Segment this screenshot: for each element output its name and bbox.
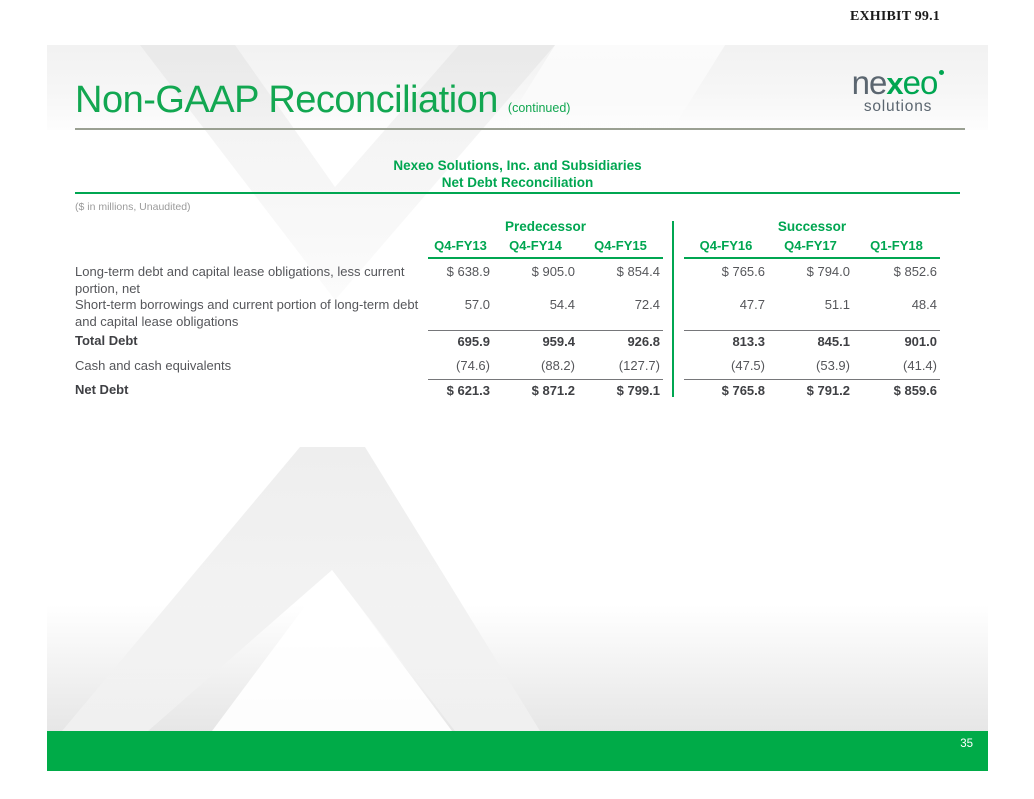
cell-value: 959.4: [493, 330, 578, 354]
predecessor-successor-divider: [672, 221, 674, 397]
page-title: Non-GAAP Reconciliation: [75, 79, 498, 121]
row-label: Net Debt: [75, 382, 129, 397]
group-header-predecessor: Predecessor: [504, 219, 587, 234]
net-debt-table: Predecessor Successor Q4-FY13 Q4-FY14 Q4…: [75, 219, 940, 400]
cell-value: $ 852.6: [893, 264, 937, 279]
page-number: 35: [960, 738, 973, 750]
header-band: [47, 45, 988, 155]
cell-value: (88.2): [541, 357, 575, 373]
cell-value: 48.4: [911, 297, 937, 312]
cell-value: $ 765.6: [721, 264, 765, 279]
units-note: ($ in millions, Unaudited): [75, 201, 191, 213]
logo-text-eo: eo: [902, 64, 939, 101]
column-header: Q4-FY16: [684, 238, 768, 259]
cell-value: 845.1: [768, 330, 853, 354]
cell-value: $ 621.3: [428, 379, 493, 400]
nexeo-logo: nexeo solutions: [832, 66, 964, 116]
cell-value: 813.3: [684, 330, 768, 354]
slide: Non-GAAP Reconciliation (continued) nexeo…: [47, 45, 988, 772]
row-label: Cash and cash equivalents: [75, 357, 232, 373]
cell-value: 926.8: [578, 330, 663, 354]
cell-value: 54.4: [549, 297, 575, 312]
page-title-suffix: (continued): [507, 101, 571, 115]
column-header: Q1-FY18: [853, 238, 940, 259]
logo-text-ne: ne: [851, 64, 888, 101]
table-grid: Predecessor Successor Q4-FY13 Q4-FY14 Q4…: [75, 219, 940, 400]
cell-value: 51.1: [824, 297, 850, 312]
row-label: Long-term debt and capital lease obligat…: [75, 264, 405, 296]
cell-value: $ 799.1: [578, 379, 663, 400]
footer-bar: 35: [47, 731, 988, 771]
exhibit-label: EXHIBIT 99.1: [849, 9, 940, 24]
cell-value: $ 638.9: [446, 264, 490, 279]
column-header: Q4-FY17: [768, 238, 853, 259]
cell-value: 57.0: [464, 297, 490, 312]
logo-x-icon: x: [886, 66, 903, 101]
column-header: Q4-FY14: [493, 238, 578, 259]
group-header-successor: Successor: [777, 219, 847, 234]
title-divider: [75, 128, 965, 130]
logo-subtext: solutions: [863, 98, 933, 115]
spacer-cell: [75, 219, 428, 238]
column-header: Q4-FY13: [428, 238, 493, 259]
table-heading-line1: Nexeo Solutions, Inc. and Subsidiaries: [393, 158, 642, 173]
cell-value: $ 871.2: [493, 379, 578, 400]
cell-value: 901.0: [853, 330, 940, 354]
column-header: Q4-FY15: [578, 238, 663, 259]
cell-value: $ 854.4: [616, 264, 660, 279]
cell-value: $ 859.6: [853, 379, 940, 400]
trademark-dot-icon: [939, 70, 945, 75]
row-label: Total Debt: [75, 333, 138, 348]
cell-value: 72.4: [634, 297, 660, 312]
cell-value: (53.9): [816, 357, 850, 373]
cell-value: 47.7: [739, 297, 765, 312]
cell-value: (74.6): [456, 357, 490, 373]
cell-value: $ 791.2: [768, 379, 853, 400]
cell-value: (41.4): [903, 357, 937, 373]
table-heading-line2: Net Debt Reconciliation: [441, 175, 594, 190]
cell-value: (127.7): [618, 357, 660, 373]
cell-value: 695.9: [428, 330, 493, 354]
heading-divider: [75, 192, 960, 194]
row-label: Short-term borrowings and current portio…: [75, 297, 419, 329]
title-row: Non-GAAP Reconciliation (continued): [75, 79, 570, 122]
cell-value: (47.5): [731, 357, 765, 373]
cell-value: $ 765.8: [684, 379, 768, 400]
table-heading: Nexeo Solutions, Inc. and Subsidiaries N…: [75, 157, 960, 191]
logo-wordmark: nexeo: [832, 66, 964, 101]
spacer-cell: [75, 238, 428, 260]
cell-value: $ 905.0: [531, 264, 575, 279]
cell-value: $ 794.0: [806, 264, 850, 279]
